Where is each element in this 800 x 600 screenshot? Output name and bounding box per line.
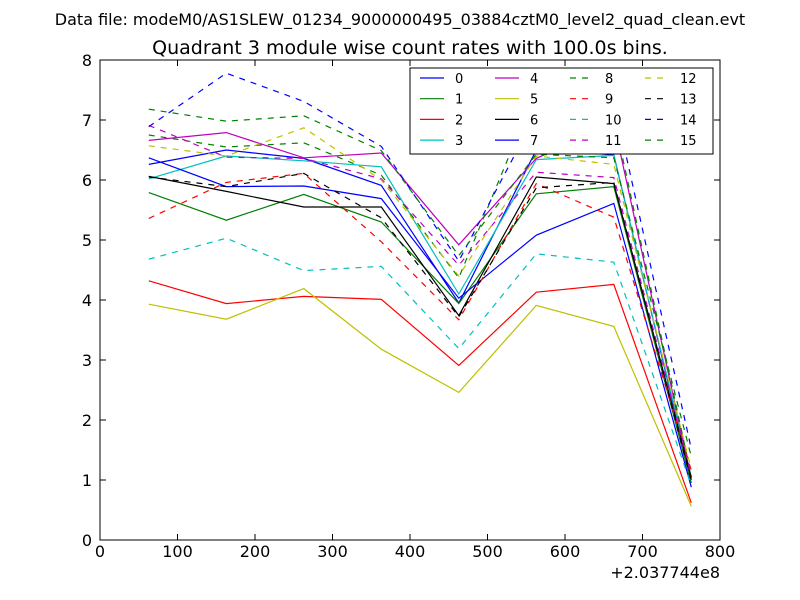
- y-tick-label: 5: [82, 231, 92, 250]
- series-line-6: [148, 175, 692, 478]
- y-tick-label: 0: [82, 531, 92, 550]
- legend-label-9: 9: [605, 93, 613, 108]
- y-tick-label: 1: [82, 471, 92, 490]
- legend-label-14: 14: [680, 113, 697, 128]
- legend-label-8: 8: [605, 72, 613, 87]
- legend-label-6: 6: [530, 113, 538, 128]
- legend-label-0: 0: [455, 72, 463, 87]
- series-line-1: [148, 185, 692, 484]
- legend-label-3: 3: [455, 134, 463, 149]
- y-tick-label: 4: [82, 291, 92, 310]
- y-tick-label: 3: [82, 351, 92, 370]
- y-tick-label: 6: [82, 171, 92, 190]
- legend-label-11: 11: [605, 134, 622, 149]
- legend-label-4: 4: [530, 72, 538, 87]
- legend-label-5: 5: [530, 93, 538, 108]
- x-offset-label: +2.037744e8: [610, 563, 720, 582]
- legend-label-10: 10: [605, 113, 622, 128]
- y-tick-label: 2: [82, 411, 92, 430]
- series-line-12: [148, 127, 692, 470]
- x-tick-label: 100: [162, 542, 193, 561]
- series-line-2: [148, 280, 692, 504]
- series-line-9: [148, 172, 692, 471]
- chart-title: Quadrant 3 module wise count rates with …: [152, 37, 668, 59]
- x-tick-label: 300: [317, 542, 348, 561]
- x-tick-label: 400: [395, 542, 426, 561]
- x-tick-label: 200: [240, 542, 271, 561]
- x-tick-label: 0: [95, 542, 105, 561]
- series-line-7: [148, 157, 692, 488]
- series-line-11: [148, 124, 692, 476]
- y-tick-label: 8: [82, 51, 92, 70]
- series-line-3: [148, 154, 692, 478]
- plot-frame: [99, 59, 721, 541]
- legend-label-1: 1: [455, 93, 463, 108]
- series-line-5: [148, 287, 692, 507]
- series-line-10: [148, 237, 692, 486]
- series-line-4: [148, 122, 692, 479]
- x-tick-label: 800: [705, 542, 736, 561]
- series-line-13: [148, 172, 692, 482]
- x-tick-label: 700: [627, 542, 658, 561]
- legend-label-2: 2: [455, 113, 463, 128]
- series-line-15: [148, 108, 692, 457]
- x-tick-label: 500: [472, 542, 503, 561]
- y-tick-label: 7: [82, 111, 92, 130]
- legend-label-7: 7: [530, 134, 538, 149]
- legend-label-15: 15: [680, 134, 697, 149]
- figure-suptitle: Data file: modeM0/AS1SLEW_01234_90000004…: [55, 10, 745, 30]
- x-tick-label: 600: [550, 542, 581, 561]
- legend-label-13: 13: [680, 93, 697, 108]
- legend-label-12: 12: [680, 72, 697, 87]
